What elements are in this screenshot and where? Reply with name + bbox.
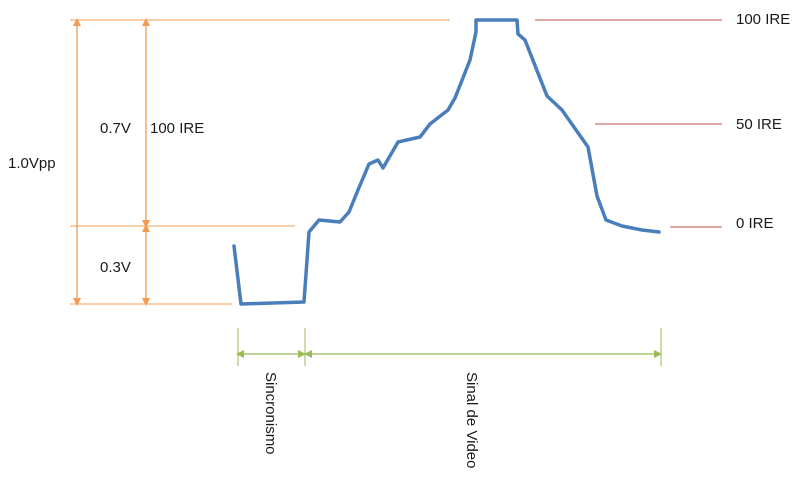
vpp-label: 1.0Vpp <box>8 155 56 172</box>
video-label: Sinal de Video <box>463 372 480 468</box>
video-waveform <box>232 18 661 306</box>
sync-label: Sincronismo <box>262 372 279 455</box>
ire100-left-label: 100 IRE <box>150 120 204 137</box>
v03-label: 0.3V <box>100 259 131 276</box>
ire100-right-label: 100 IRE <box>736 11 790 28</box>
v07-label: 0.7V <box>100 120 131 137</box>
ire50-label: 50 IRE <box>736 116 782 133</box>
ire0-label: 0 IRE <box>736 215 774 232</box>
